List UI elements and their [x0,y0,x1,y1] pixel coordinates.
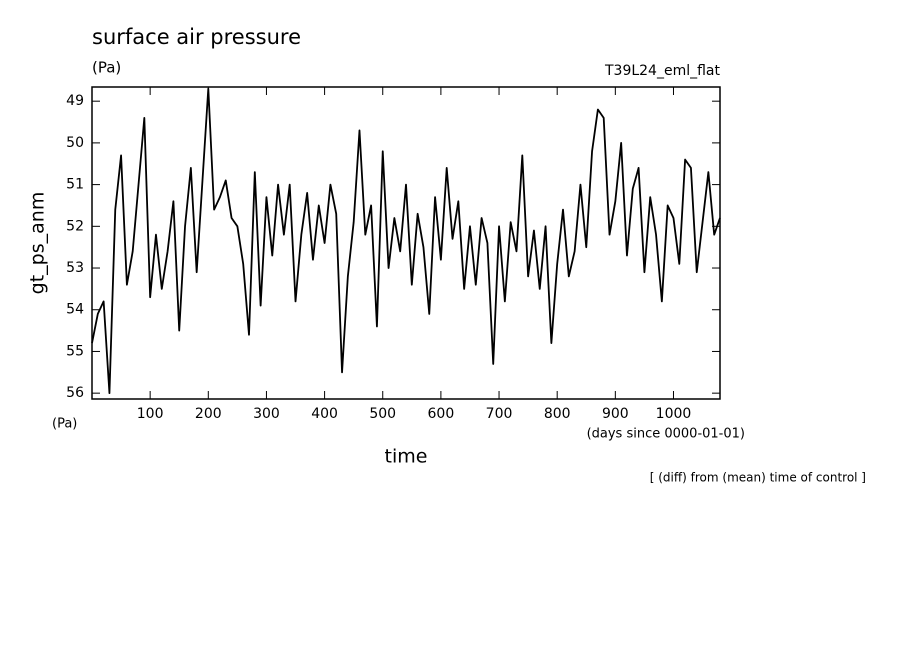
y-tick-label: 50 [66,135,84,151]
x-tick-label: 800 [544,406,571,422]
y-tick-label: 52 [66,218,84,234]
x-axis-label: time [385,446,428,468]
y-tick-label: 55 [66,343,84,359]
x-tick-label: 1000 [656,406,692,422]
units: (Pa) [92,59,121,77]
y-tick-label: 56 [66,385,84,401]
chart-title: surface air pressure [92,25,301,49]
note: [ (diff) from (mean) time of control ] [650,471,866,485]
x-tick-label: 400 [311,406,338,422]
y-tick-label: 53 [66,260,84,276]
y-axis-label: gt_ps_anm [27,192,49,295]
y-tick-label: 51 [66,177,84,193]
x-tick-label: 900 [602,406,629,422]
x-tick-label: 500 [369,406,396,422]
x-units: (days since 0000-01-01) [587,427,745,442]
data-line [91,87,721,395]
x-tick-label: 600 [428,406,455,422]
experiment: T39L24_eml_flat [604,63,721,79]
y-tick-label: 54 [66,302,84,318]
y-tick-label: 49 [66,93,84,109]
x-tick-label: 200 [195,406,222,422]
x-tick-label: 700 [486,406,513,422]
x-tick-label: 100 [137,406,164,422]
y-units: (Pa) [52,417,77,432]
x-tick-label: 300 [253,406,280,422]
plot-frame [91,86,721,400]
